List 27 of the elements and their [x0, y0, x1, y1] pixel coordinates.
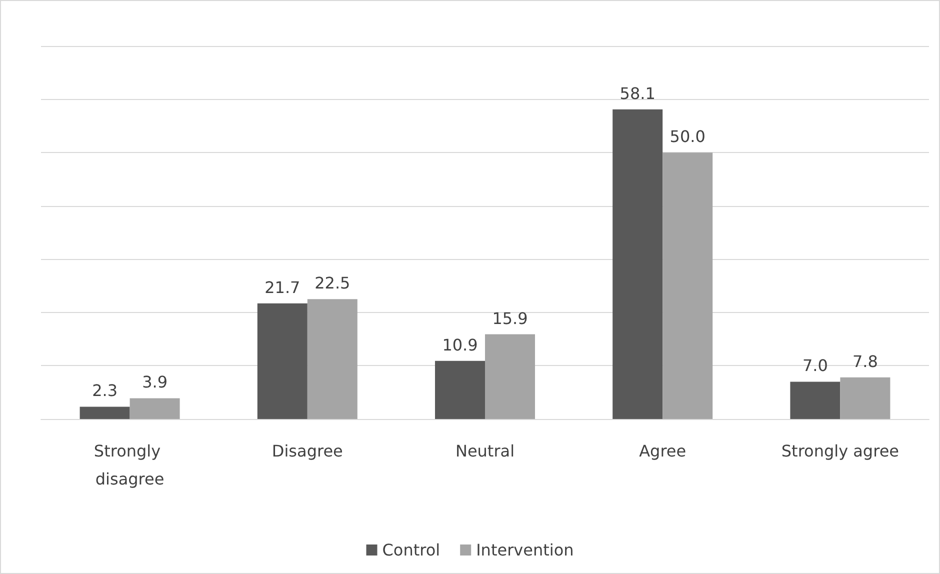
legend-label: Control — [382, 540, 440, 560]
bar — [307, 299, 358, 419]
data-label: 58.1 — [620, 84, 656, 103]
bar — [435, 360, 485, 419]
x-tick-label: Strongly disagree — [94, 442, 166, 488]
bar — [130, 398, 180, 419]
bar — [840, 377, 890, 419]
bar — [485, 334, 535, 419]
x-tick-label: Neutral — [455, 442, 515, 460]
x-tick-label: Disagree — [272, 442, 343, 460]
data-label: 50.0 — [670, 127, 706, 146]
data-label: 7.8 — [852, 352, 878, 371]
data-label: 21.7 — [264, 278, 300, 297]
x-tick-label: Strongly agree — [781, 442, 900, 460]
data-label: 7.0 — [802, 356, 828, 376]
bar — [612, 109, 663, 419]
bar — [257, 303, 308, 419]
bar — [662, 152, 713, 419]
data-label: 10.9 — [442, 335, 478, 354]
data-label: 3.9 — [142, 372, 168, 392]
data-label: 22.5 — [314, 274, 350, 293]
data-label: 2.3 — [92, 381, 118, 400]
bar — [80, 406, 130, 419]
data-label: 15.9 — [492, 308, 528, 328]
legend-label: Intervention — [476, 540, 574, 560]
x-tick-label: Agree — [639, 442, 686, 460]
bar — [790, 382, 840, 419]
